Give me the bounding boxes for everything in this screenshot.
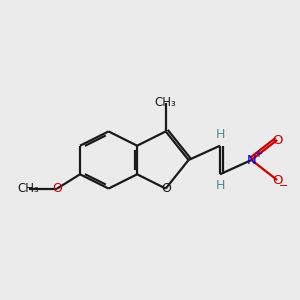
Text: O: O <box>272 134 282 146</box>
Text: +: + <box>254 149 262 159</box>
Text: −: − <box>279 181 288 191</box>
Text: H: H <box>216 178 225 192</box>
Text: O: O <box>52 182 62 195</box>
Text: H: H <box>216 128 225 141</box>
Text: N: N <box>247 154 256 166</box>
Text: CH₃: CH₃ <box>18 182 39 195</box>
Text: CH₃: CH₃ <box>155 96 177 110</box>
Text: O: O <box>272 173 282 187</box>
Text: O: O <box>161 182 171 195</box>
